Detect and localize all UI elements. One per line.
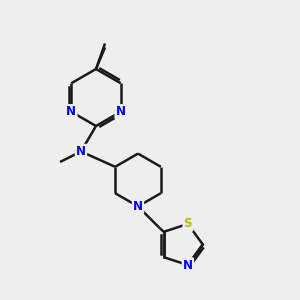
Text: N: N (183, 259, 193, 272)
Text: N: N (66, 105, 76, 118)
Text: N: N (76, 145, 86, 158)
Text: N: N (133, 200, 143, 213)
Text: N: N (116, 105, 126, 118)
Text: S: S (184, 218, 192, 230)
